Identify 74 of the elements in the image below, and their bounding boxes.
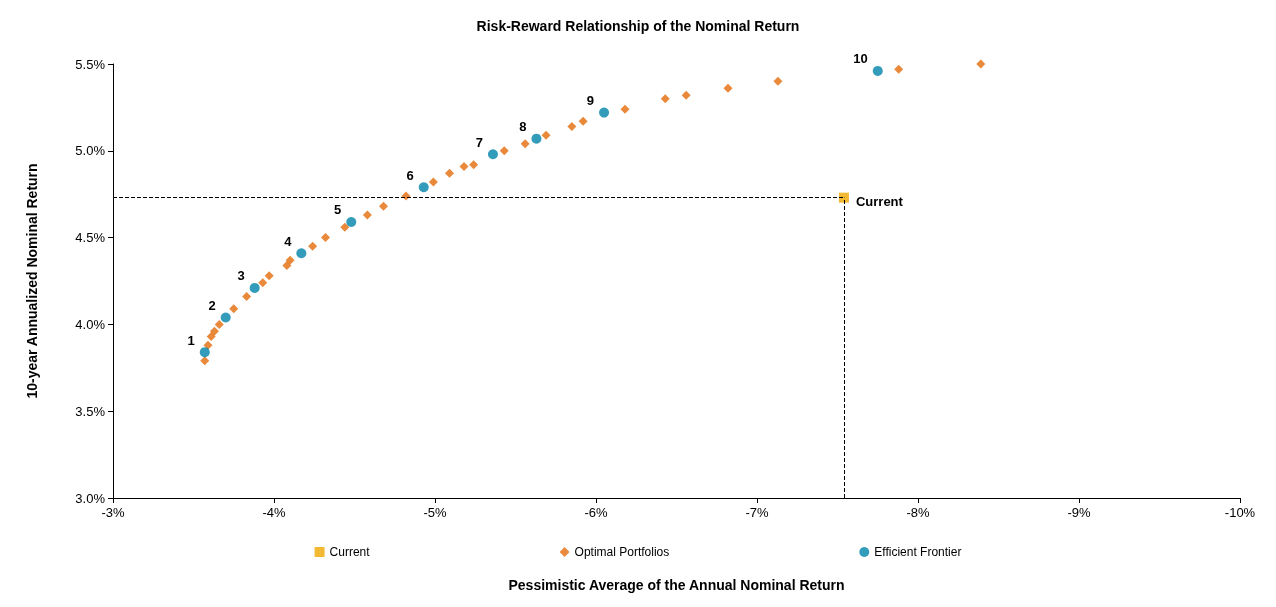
point bbox=[578, 116, 588, 126]
point bbox=[296, 248, 307, 259]
point bbox=[203, 340, 213, 350]
point bbox=[487, 149, 498, 160]
point bbox=[444, 168, 454, 178]
x-tick-label: -5% bbox=[423, 505, 447, 520]
x-tick-label: -3% bbox=[101, 505, 125, 520]
x-tick-label: -10% bbox=[1224, 505, 1256, 520]
chart-title: Risk-Reward Relationship of the Nominal Return bbox=[476, 18, 800, 34]
point bbox=[214, 319, 224, 329]
y-tick-label: 4.0% bbox=[75, 316, 106, 332]
point bbox=[362, 210, 372, 220]
point bbox=[520, 139, 530, 149]
annotation: 7 bbox=[475, 134, 483, 150]
point bbox=[258, 278, 268, 288]
point bbox=[499, 146, 509, 156]
annotation: 1 bbox=[187, 332, 195, 348]
point bbox=[838, 192, 849, 203]
point bbox=[976, 59, 986, 69]
annotation: 6 bbox=[406, 167, 414, 183]
y-tick-label: 3.0% bbox=[75, 490, 106, 506]
x-tick-label: -6% bbox=[584, 505, 608, 520]
y-tick-label: 5.5% bbox=[75, 56, 106, 72]
point bbox=[531, 133, 542, 144]
point bbox=[459, 161, 469, 171]
point bbox=[872, 65, 883, 76]
point bbox=[209, 326, 219, 336]
y-axis-title: 10-year Annualized Nominal Return bbox=[24, 163, 40, 399]
annotation: 10 bbox=[853, 51, 868, 67]
point bbox=[200, 356, 210, 366]
annotation: 3 bbox=[237, 268, 245, 284]
point bbox=[206, 332, 216, 342]
point bbox=[249, 282, 260, 293]
point bbox=[285, 255, 295, 265]
point bbox=[282, 260, 292, 270]
point bbox=[199, 347, 210, 358]
point bbox=[418, 182, 429, 193]
point bbox=[229, 304, 239, 314]
x-tick-label: -9% bbox=[1067, 505, 1091, 520]
annotation: 2 bbox=[208, 297, 216, 313]
point bbox=[469, 160, 479, 170]
y-tick-label: 5.0% bbox=[75, 143, 106, 159]
point bbox=[894, 64, 904, 74]
point bbox=[428, 177, 438, 187]
point bbox=[340, 222, 350, 232]
legend-label: Efficient Frontier bbox=[874, 545, 962, 559]
point bbox=[220, 312, 231, 323]
point bbox=[723, 83, 733, 93]
annotation: Current bbox=[855, 194, 904, 210]
x-tick-label: -4% bbox=[262, 505, 286, 520]
legend-label: Current bbox=[329, 545, 371, 559]
point bbox=[773, 76, 783, 86]
point bbox=[242, 292, 252, 302]
point bbox=[378, 201, 388, 211]
point bbox=[541, 130, 551, 140]
annotation: 4 bbox=[284, 233, 293, 249]
annotation: 5 bbox=[334, 202, 342, 218]
x-tick-label: -7% bbox=[745, 505, 769, 520]
point bbox=[308, 241, 318, 251]
annotation: 9 bbox=[586, 93, 595, 109]
point bbox=[264, 271, 274, 281]
point bbox=[599, 107, 610, 118]
point bbox=[660, 94, 670, 104]
y-tick-label: 4.5% bbox=[75, 230, 106, 246]
legend-label: Optimal Portfolios bbox=[574, 545, 670, 559]
x-tick-label: -8% bbox=[906, 505, 930, 520]
point bbox=[567, 122, 577, 131]
x-axis-title: Pessimistic Average of the Annual Nominal Return bbox=[508, 577, 845, 593]
point bbox=[681, 90, 691, 100]
annotation: 8 bbox=[519, 119, 527, 135]
point bbox=[620, 104, 630, 114]
y-tick-label: 3.5% bbox=[75, 403, 106, 419]
point bbox=[321, 233, 331, 243]
point bbox=[346, 216, 357, 227]
